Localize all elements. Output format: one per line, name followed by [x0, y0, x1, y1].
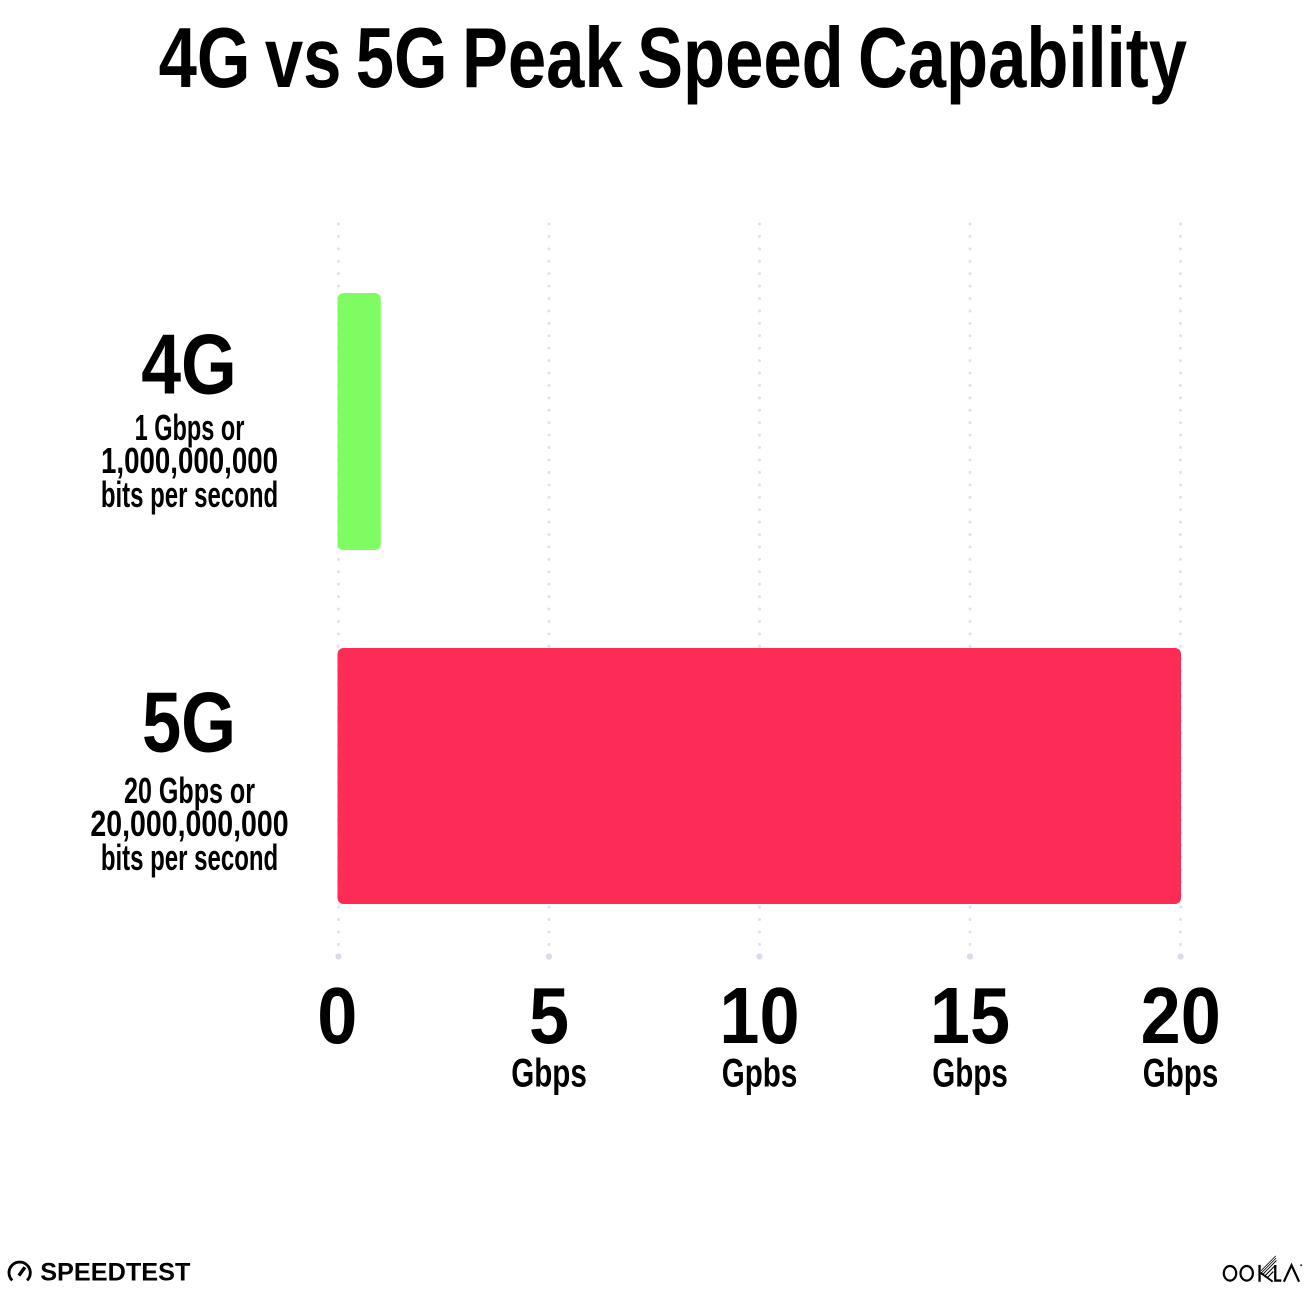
- svg-text:4G: 4G: [141, 317, 237, 412]
- svg-text:SPEEDTEST: SPEEDTEST: [40, 1259, 191, 1287]
- svg-text:1 Gbps or: 1 Gbps or: [135, 408, 245, 448]
- svg-text:5: 5: [529, 972, 569, 1061]
- svg-text:0: 0: [317, 972, 357, 1061]
- svg-text:Gbps: Gbps: [932, 1051, 1008, 1095]
- svg-text:5G: 5G: [142, 674, 236, 770]
- svg-text:4G vs 5G Peak Speed Capability: 4G vs 5G Peak Speed Capability: [159, 11, 1187, 106]
- svg-text:10: 10: [719, 972, 799, 1061]
- svg-text:15: 15: [930, 972, 1010, 1061]
- svg-text:20 Gbps or: 20 Gbps or: [124, 771, 255, 812]
- svg-text:Gpbs: Gpbs: [722, 1051, 798, 1095]
- svg-text:1,000,000,000: 1,000,000,000: [101, 440, 278, 480]
- svg-text:bits per second: bits per second: [101, 838, 278, 878]
- svg-text:20,000,000,000: 20,000,000,000: [90, 804, 288, 844]
- svg-text:Gbps: Gbps: [511, 1051, 587, 1095]
- svg-text:Gbps: Gbps: [1143, 1051, 1219, 1095]
- svg-text:bits per second: bits per second: [101, 475, 278, 515]
- svg-text:20: 20: [1141, 972, 1221, 1061]
